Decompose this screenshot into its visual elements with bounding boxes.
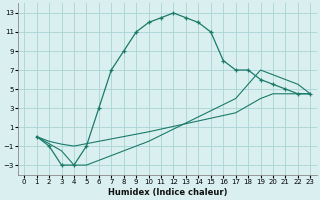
X-axis label: Humidex (Indice chaleur): Humidex (Indice chaleur)	[108, 188, 227, 197]
